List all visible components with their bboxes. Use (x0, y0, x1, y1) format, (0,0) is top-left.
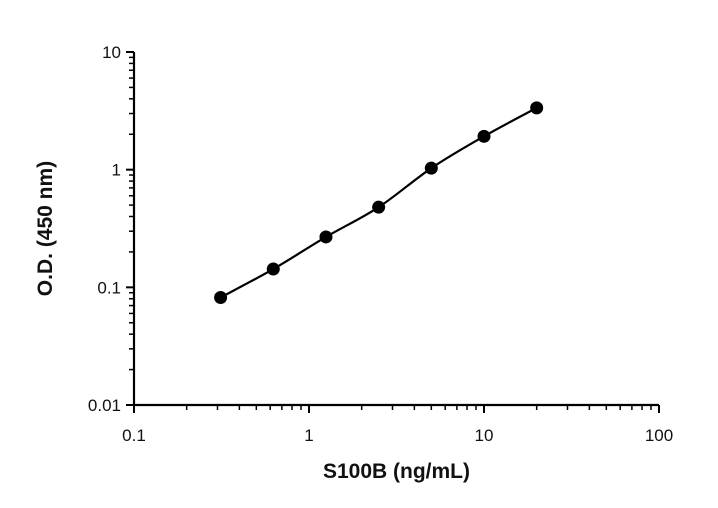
data-point (530, 101, 544, 115)
data-point (319, 230, 333, 244)
y-tick-label: 10 (102, 43, 121, 62)
data-point (477, 129, 491, 143)
x-axis-title: S100B (ng/mL) (323, 460, 470, 483)
x-tick-label: 10 (475, 426, 494, 445)
data-points (214, 101, 544, 304)
y-tick-label: 0.01 (88, 396, 121, 415)
y-axis-title: O.D. (450 nm) (34, 161, 57, 296)
data-point (372, 200, 386, 214)
data-point (424, 161, 438, 175)
y-tick-label: 1 (112, 161, 121, 180)
major-ticks (126, 51, 660, 413)
data-point (266, 262, 280, 276)
x-tick-label: 100 (645, 426, 673, 445)
minor-ticks (129, 56, 652, 410)
data-point (214, 290, 228, 304)
y-tick-label: 0.1 (97, 278, 121, 297)
x-tick-label: 0.1 (122, 426, 146, 445)
x-tick-label: 1 (304, 426, 313, 445)
